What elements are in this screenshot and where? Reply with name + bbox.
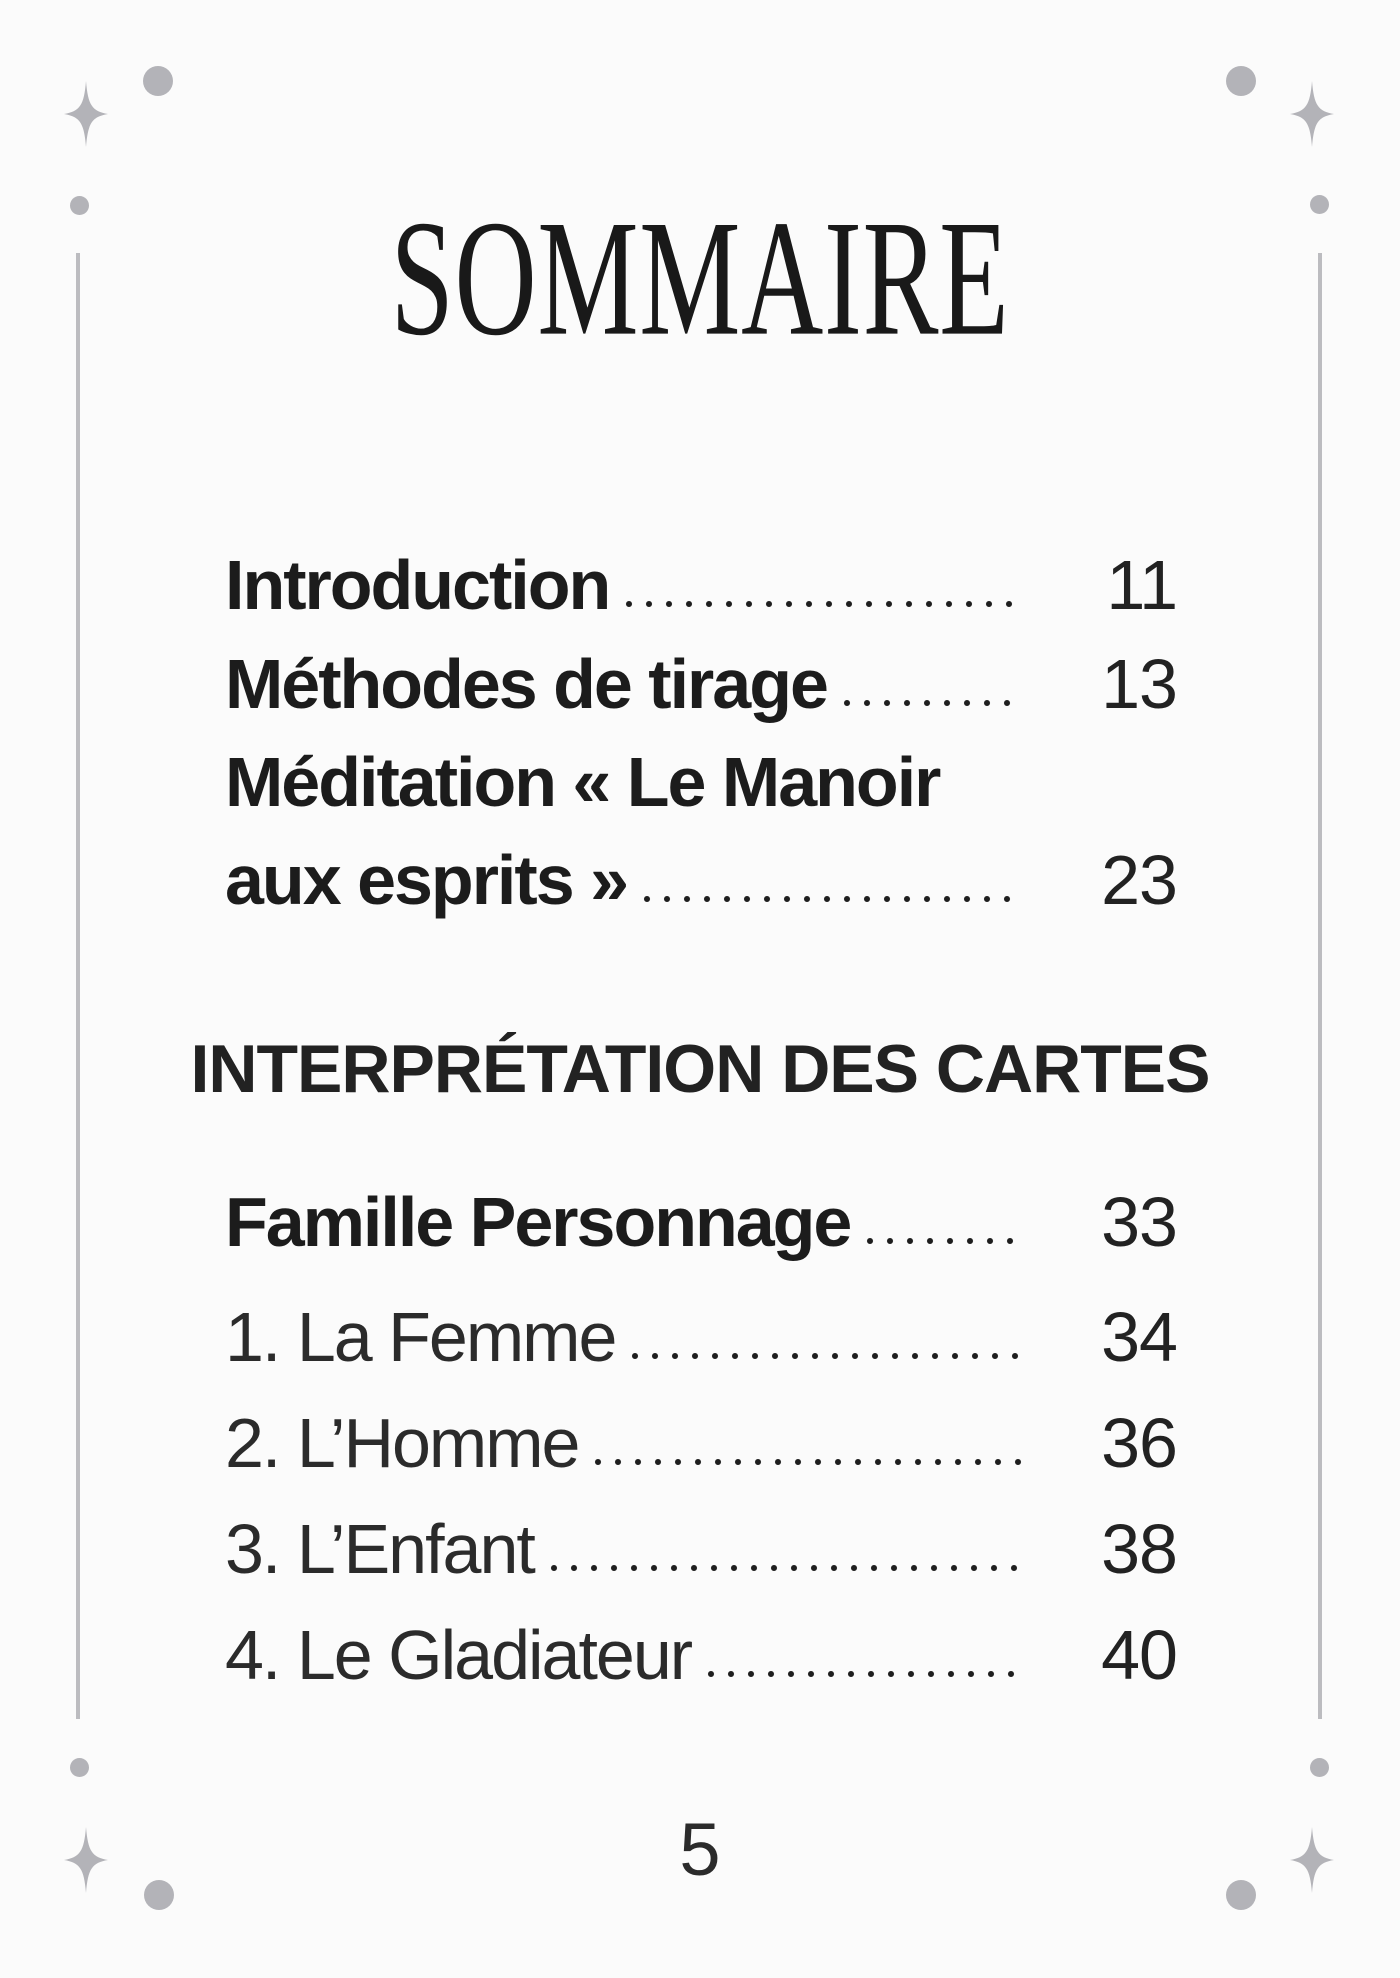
- page-number: 5: [679, 1808, 721, 1891]
- sparkle-icon: [64, 81, 108, 147]
- toc-entry-label: 3. L’Enfant: [225, 1510, 536, 1588]
- toc-entry: 1. La Femme 34: [225, 1298, 1178, 1376]
- sparkle-icon: [64, 1827, 108, 1893]
- toc-entry: 4. Le Gladiateur 40: [225, 1616, 1178, 1694]
- toc-entry-label: 4. Le Gladiateur: [225, 1616, 693, 1694]
- toc-entry-label: Méditation « Le Manoir: [225, 743, 941, 821]
- corner-dot: [1226, 66, 1256, 96]
- toc-entry-label: Méthodes de tirage: [225, 645, 829, 723]
- toc-entry: Introduction 11: [225, 546, 1178, 624]
- toc-entry: 2. L’Homme 36: [225, 1404, 1178, 1482]
- dotted-leader: [836, 700, 1023, 706]
- corner-dot-small: [1310, 195, 1329, 214]
- toc-entry: 3. L’Enfant 38: [225, 1510, 1178, 1588]
- dotted-leader: [543, 1565, 1023, 1571]
- toc-entry-page: 38: [1101, 1510, 1178, 1588]
- toc-entry: Famille Personnage 33: [225, 1183, 1178, 1261]
- dotted-leader: [625, 1353, 1023, 1359]
- toc-entry-label: aux esprits »: [225, 841, 629, 919]
- toc-entry-page: 33: [1101, 1183, 1178, 1261]
- dotted-leader: [860, 1238, 1023, 1244]
- section-header: INTERPRÉTATION DES CARTES: [190, 1031, 1211, 1107]
- dotted-leader: [619, 601, 1023, 607]
- sparkle-icon: [1290, 81, 1334, 147]
- toc-entry-label: Famille Personnage: [225, 1183, 852, 1261]
- sparkle-icon: [1290, 1827, 1334, 1893]
- corner-dot-small: [1310, 1758, 1329, 1777]
- toc-entry-page: 11: [1106, 546, 1178, 624]
- left-border-line: [76, 253, 80, 1719]
- corner-dot-small: [70, 1758, 89, 1777]
- right-border-line: [1318, 253, 1322, 1719]
- toc-entry-page: 23: [1101, 841, 1178, 919]
- corner-dot: [1226, 1880, 1256, 1910]
- toc-entry-label: 1. La Femme: [225, 1298, 617, 1376]
- toc-entry: aux esprits » 23: [225, 841, 1178, 919]
- toc-entry: Méthodes de tirage 13: [225, 645, 1178, 723]
- corner-dot: [144, 1880, 174, 1910]
- dotted-leader: [701, 1671, 1023, 1677]
- toc-entry-page: 40: [1101, 1616, 1178, 1694]
- toc-entry-label: 2. L’Homme: [225, 1404, 580, 1482]
- toc-entry-label: Introduction: [225, 546, 611, 624]
- toc-entry-page: 13: [1101, 645, 1178, 723]
- toc-entry: Méditation « Le Manoir: [225, 747, 1177, 817]
- toc-entry-page: 36: [1101, 1404, 1178, 1482]
- dotted-leader: [637, 896, 1023, 902]
- toc-entry-page: 34: [1101, 1298, 1178, 1376]
- page-title: SOMMAIRE: [390, 186, 1010, 371]
- corner-dot-small: [70, 196, 89, 215]
- corner-dot: [143, 66, 173, 96]
- dotted-leader: [588, 1459, 1023, 1465]
